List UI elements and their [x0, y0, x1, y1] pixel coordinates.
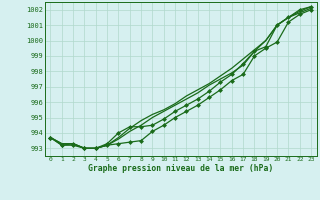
X-axis label: Graphe pression niveau de la mer (hPa): Graphe pression niveau de la mer (hPa): [88, 164, 273, 173]
